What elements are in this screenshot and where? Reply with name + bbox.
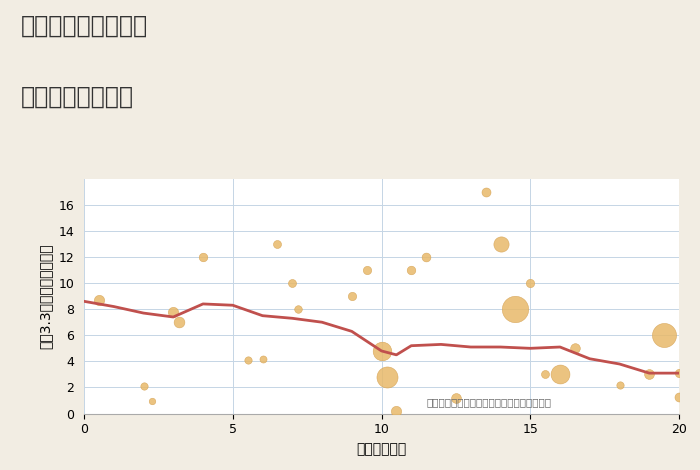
- Point: [376, 347, 387, 355]
- Point: [382, 373, 393, 381]
- X-axis label: 駅距離（分）: 駅距離（分）: [356, 442, 407, 456]
- Text: 円の大きさは、取引のあった物件面積を示す: 円の大きさは、取引のあった物件面積を示す: [426, 397, 551, 407]
- Point: [138, 383, 149, 390]
- Point: [406, 266, 417, 274]
- Point: [287, 279, 298, 287]
- Point: [673, 369, 685, 377]
- Point: [257, 355, 268, 362]
- Point: [569, 345, 580, 352]
- Point: [673, 393, 685, 400]
- Point: [361, 266, 372, 274]
- Point: [540, 371, 551, 378]
- Text: 三重県伊賀市種生の: 三重県伊賀市種生の: [21, 14, 148, 38]
- Y-axis label: 坪（3.3㎡）単価（万円）: 坪（3.3㎡）単価（万円）: [38, 243, 52, 349]
- Point: [197, 253, 209, 261]
- Point: [391, 407, 402, 415]
- Text: 駅距離別土地価格: 駅距離別土地価格: [21, 85, 134, 109]
- Point: [242, 356, 253, 364]
- Point: [168, 308, 179, 315]
- Point: [450, 394, 461, 402]
- Point: [272, 240, 283, 248]
- Point: [293, 306, 304, 313]
- Point: [346, 292, 357, 300]
- Point: [614, 381, 625, 389]
- Point: [93, 296, 104, 304]
- Point: [174, 319, 185, 326]
- Point: [525, 279, 536, 287]
- Point: [554, 371, 566, 378]
- Point: [480, 188, 491, 196]
- Point: [510, 306, 521, 313]
- Point: [659, 331, 670, 339]
- Point: [495, 240, 506, 248]
- Point: [644, 371, 655, 378]
- Point: [421, 253, 432, 261]
- Point: [147, 397, 158, 404]
